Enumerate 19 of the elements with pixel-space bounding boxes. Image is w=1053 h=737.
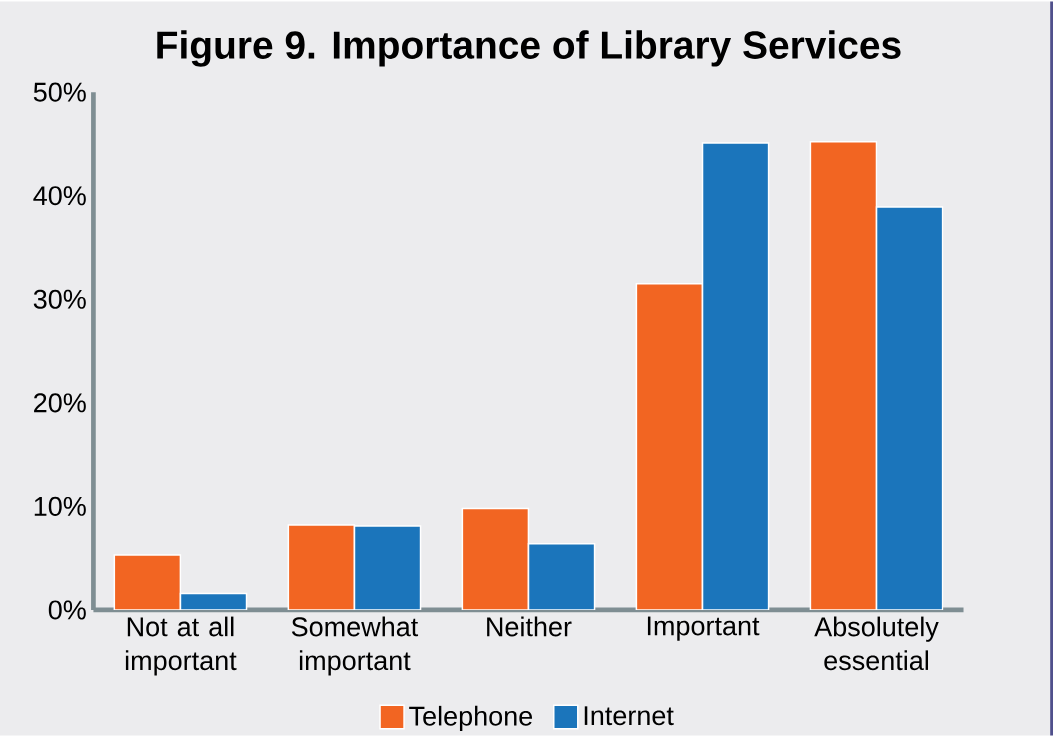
legend-label: Internet xyxy=(584,706,674,726)
x-tick-label: Neither xyxy=(487,616,572,637)
chart-title: Figure 9. Importance of Library Services xyxy=(157,30,901,67)
y-tick-label: 20% xyxy=(34,393,86,413)
x-tick-label: Somewhat important xyxy=(291,616,419,676)
y-tick-label: 0% xyxy=(48,600,86,620)
y-tick-label: 50% xyxy=(33,82,86,102)
x-tick-label: Important xyxy=(647,616,760,641)
x-tick-label: Not at all important xyxy=(125,616,237,676)
bar xyxy=(635,283,704,611)
legend-label: Telephone xyxy=(409,705,533,732)
x-tick-label: Absolutely essential xyxy=(814,616,939,671)
y-tick-label: 40% xyxy=(33,186,86,206)
y-tick-label: 10% xyxy=(34,496,86,517)
bar xyxy=(461,507,530,611)
bar xyxy=(809,141,878,611)
y-tick-label: 30% xyxy=(33,289,86,309)
bar xyxy=(113,554,182,611)
bar xyxy=(287,524,356,611)
